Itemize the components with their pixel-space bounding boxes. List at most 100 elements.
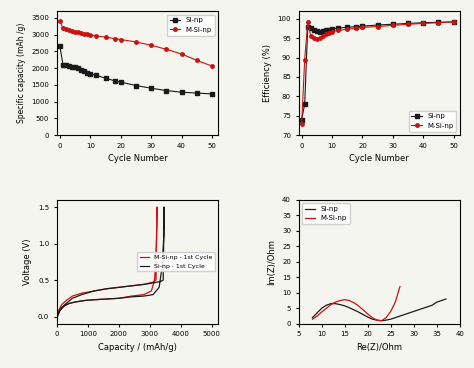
- Si-np: [443, 297, 449, 301]
- M-Si-np: [346, 298, 352, 303]
- Si-np: [194, 91, 200, 95]
- Si-np: [209, 92, 215, 96]
- M-Si-np: [148, 43, 154, 47]
- Si-np: [308, 26, 314, 31]
- M-Si-np: [72, 29, 78, 34]
- Si-np: [416, 308, 421, 312]
- Si-np: [436, 20, 441, 25]
- M-Si-np: [66, 28, 72, 32]
- Si-np: [356, 310, 361, 314]
- M-Si-np: [164, 47, 169, 52]
- Si-np: [425, 305, 430, 309]
- Si-np: [93, 73, 99, 78]
- Legend: Si-np, M-Si-np: Si-np, M-Si-np: [409, 110, 456, 132]
- Si-np: [72, 65, 78, 70]
- M-Si-np: [305, 20, 310, 24]
- Si-np: [342, 304, 347, 308]
- M-Si-np: [84, 32, 90, 36]
- Si-np: [360, 312, 366, 317]
- M-Si-np: [314, 314, 320, 318]
- Si-np: [420, 306, 426, 311]
- X-axis label: Cycle Number: Cycle Number: [108, 154, 167, 163]
- Si-np: [118, 80, 124, 84]
- Si-np: [329, 26, 335, 31]
- M-Si-np: [319, 310, 325, 314]
- Si-np: [383, 318, 389, 322]
- Y-axis label: Voltage (V): Voltage (V): [23, 238, 32, 285]
- Si-np: [335, 26, 341, 30]
- Si-np: [317, 30, 323, 35]
- M-Si-np: [308, 34, 314, 39]
- M-Si-np: [397, 284, 403, 289]
- M-Si-np: [93, 33, 99, 38]
- M-Si-np: [88, 33, 93, 37]
- Si-np: [369, 317, 375, 321]
- M-Si-np: [314, 37, 319, 41]
- Legend: M-Si-np · 1st Cycle, Si-np · 1st Cycle: M-Si-np · 1st Cycle, Si-np · 1st Cycle: [137, 252, 215, 271]
- Si-np: [351, 308, 357, 312]
- Si-np: [60, 63, 66, 67]
- M-Si-np: [209, 64, 215, 68]
- M-Si-np: [323, 306, 329, 311]
- M-Si-np: [329, 29, 335, 34]
- M-Si-np: [323, 32, 329, 36]
- M-Si-np: [390, 23, 396, 28]
- Si-np: [320, 29, 326, 33]
- Si-np: [354, 24, 359, 29]
- Si-np: [323, 303, 329, 307]
- Y-axis label: Im(Z)/Ohm: Im(Z)/Ohm: [267, 239, 276, 285]
- Line: Si-np: Si-np: [312, 299, 446, 321]
- M-Si-np: [179, 52, 184, 56]
- Si-np: [438, 298, 444, 303]
- M-Si-np: [326, 31, 332, 35]
- Line: M-Si-np: M-Si-np: [300, 20, 456, 125]
- M-Si-np: [78, 31, 84, 35]
- M-Si-np: [383, 315, 389, 320]
- Y-axis label: Specific capacity (mAh /g): Specific capacity (mAh /g): [17, 23, 26, 123]
- Si-np: [401, 312, 407, 317]
- Legend: Si-np, M-Si-np: Si-np, M-Si-np: [302, 203, 350, 224]
- M-Si-np: [405, 22, 411, 26]
- Si-np: [420, 21, 426, 25]
- Si-np: [57, 44, 63, 49]
- X-axis label: Capacity / (mAh/g): Capacity / (mAh/g): [98, 343, 177, 352]
- Si-np: [314, 29, 319, 33]
- Si-np: [299, 117, 304, 122]
- M-Si-np: [69, 29, 75, 33]
- M-Si-np: [299, 121, 304, 126]
- Si-np: [328, 301, 334, 306]
- M-Si-np: [420, 21, 426, 26]
- M-Si-np: [302, 57, 308, 62]
- M-Si-np: [317, 36, 323, 40]
- M-Si-np: [118, 37, 124, 42]
- M-Si-np: [320, 34, 326, 39]
- Si-np: [311, 28, 317, 33]
- Si-np: [397, 314, 403, 318]
- M-Si-np: [310, 317, 315, 321]
- Si-np: [319, 306, 325, 311]
- M-Si-np: [451, 20, 456, 24]
- M-Si-np: [365, 312, 371, 316]
- M-Si-np: [194, 58, 200, 63]
- Si-np: [337, 302, 343, 307]
- Si-np: [392, 315, 398, 320]
- Line: M-Si-np: M-Si-np: [58, 20, 214, 68]
- X-axis label: Re(Z)/Ohm: Re(Z)/Ohm: [356, 343, 402, 352]
- Si-np: [133, 83, 139, 88]
- M-Si-np: [351, 301, 357, 305]
- M-Si-np: [375, 24, 381, 29]
- Si-np: [360, 24, 365, 28]
- Si-np: [365, 315, 371, 319]
- Si-np: [69, 64, 75, 69]
- Si-np: [434, 300, 439, 304]
- Line: Si-np: Si-np: [58, 45, 214, 96]
- M-Si-np: [133, 40, 139, 44]
- Si-np: [314, 311, 320, 315]
- M-Si-np: [369, 315, 375, 320]
- M-Si-np: [311, 36, 317, 40]
- X-axis label: Cycle Number: Cycle Number: [349, 154, 409, 163]
- Si-np: [88, 71, 93, 76]
- M-Si-np: [328, 302, 334, 307]
- Si-np: [374, 318, 380, 322]
- M-Si-np: [335, 28, 341, 33]
